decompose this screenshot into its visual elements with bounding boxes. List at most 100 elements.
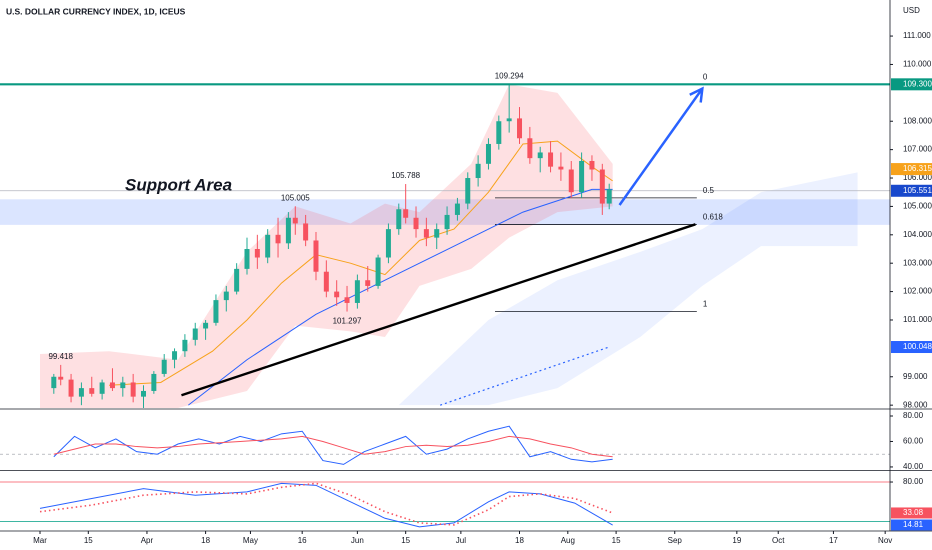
candle-body bbox=[434, 229, 440, 238]
candle-body bbox=[334, 291, 340, 298]
x-tick-label: 18 bbox=[515, 536, 524, 545]
y-tick-label: 110.000 bbox=[903, 60, 932, 69]
candle-body bbox=[244, 249, 250, 269]
peak-label: 101.297 bbox=[333, 317, 362, 326]
candle-body bbox=[203, 322, 209, 329]
candle-body bbox=[254, 249, 260, 258]
candle-body bbox=[558, 166, 564, 170]
candle-body bbox=[568, 169, 574, 193]
currency: USD bbox=[903, 6, 920, 15]
candle-body bbox=[172, 351, 178, 360]
peak-label: 109.294 bbox=[495, 72, 524, 81]
x-tick-label: 15 bbox=[401, 536, 410, 545]
peak-label: 105.788 bbox=[391, 171, 420, 180]
x-tick-label: Jun bbox=[351, 536, 364, 545]
y-tick-label: 111.000 bbox=[903, 31, 931, 40]
candle-body bbox=[354, 280, 360, 303]
moving-average bbox=[188, 188, 613, 406]
candle-body bbox=[120, 382, 126, 389]
x-tick-label: 18 bbox=[201, 536, 210, 545]
y-tick-label: 108.000 bbox=[903, 116, 932, 125]
x-tick-label: May bbox=[243, 536, 258, 545]
y-tick-label: 105.000 bbox=[903, 202, 932, 211]
x-tick-label: Aug bbox=[561, 536, 575, 545]
fib-label: 0.618 bbox=[703, 213, 724, 222]
candle-body bbox=[303, 223, 309, 241]
candle-body bbox=[223, 291, 229, 301]
price-label: 109.300 bbox=[903, 79, 932, 88]
candle-body bbox=[375, 257, 381, 286]
stoch-line bbox=[39, 482, 613, 528]
stoch-tick-label: 80.00 bbox=[903, 477, 924, 486]
stoch-label: 33.08 bbox=[903, 508, 924, 517]
rsi-line bbox=[53, 425, 613, 465]
candle-body bbox=[548, 152, 554, 167]
candle-body bbox=[323, 271, 329, 292]
x-tick-label: 15 bbox=[84, 536, 93, 545]
stoch-label: 14.81 bbox=[903, 520, 924, 529]
candle-body bbox=[58, 376, 64, 380]
fib-label: 0.5 bbox=[703, 186, 715, 195]
candle-body bbox=[192, 328, 198, 340]
rsi-tick-label: 60.00 bbox=[903, 437, 924, 446]
candle-body bbox=[506, 118, 512, 122]
price-label: 106.315 bbox=[903, 164, 932, 173]
moving-average bbox=[108, 140, 613, 386]
arrow bbox=[618, 87, 704, 206]
candle-body bbox=[265, 234, 271, 258]
chart-title: U.S. DOLLAR CURRENCY INDEX, 1D, ICEUS bbox=[6, 6, 186, 16]
price-axis: 98.000 99.000 101.000 102.000 103.000 104.000… bbox=[890, 31, 932, 531]
candle-body bbox=[99, 382, 105, 394]
x-tick-label: 17 bbox=[829, 536, 838, 545]
price-label-box bbox=[891, 184, 932, 197]
price-label: 105.551 bbox=[903, 186, 932, 195]
candle-body bbox=[313, 240, 319, 272]
candle-body bbox=[475, 163, 481, 179]
candle-body bbox=[589, 160, 595, 170]
candle-body bbox=[454, 203, 460, 215]
band bbox=[398, 172, 858, 406]
candle-body bbox=[413, 217, 419, 230]
fib-label: 1 bbox=[703, 300, 708, 309]
x-tick-label: Oct bbox=[772, 536, 785, 545]
candle-body bbox=[496, 121, 502, 144]
y-tick-label: 107.000 bbox=[903, 145, 932, 154]
y-tick-label: 102.000 bbox=[903, 287, 932, 296]
candle-body bbox=[579, 160, 585, 193]
fib-label: 0 bbox=[703, 72, 708, 81]
candle-body bbox=[68, 379, 74, 397]
y-tick-label: 104.000 bbox=[903, 230, 932, 239]
stoch-label-box bbox=[891, 519, 932, 531]
candle-body bbox=[78, 388, 84, 397]
x-tick-label: Apr bbox=[141, 536, 154, 545]
x-tick-label: 16 bbox=[298, 536, 307, 545]
candle-body bbox=[285, 217, 291, 244]
y-tick-label: 103.000 bbox=[903, 258, 932, 267]
candle-body bbox=[89, 388, 95, 394]
rsi-panel bbox=[0, 425, 890, 465]
y-tick-label: 101.000 bbox=[903, 315, 932, 324]
rsi-tick-label: 40.00 bbox=[903, 462, 924, 471]
peak-label: 105.005 bbox=[281, 193, 310, 202]
candle-body bbox=[517, 118, 523, 139]
support-label: Support Area bbox=[125, 175, 232, 194]
candle-body bbox=[423, 229, 429, 238]
candle-body bbox=[606, 189, 612, 204]
x-tick-label: Mar bbox=[33, 536, 47, 545]
candle-body bbox=[527, 138, 533, 159]
stoch-panel bbox=[0, 481, 890, 528]
price-label-box bbox=[891, 341, 932, 354]
candle-body bbox=[344, 297, 350, 303]
rsi-line bbox=[53, 435, 613, 458]
x-tick-label: Sep bbox=[668, 536, 683, 545]
candle-body bbox=[599, 169, 605, 204]
x-tick-label: 19 bbox=[732, 536, 741, 545]
price-label-box bbox=[891, 163, 932, 176]
price-label: 100.048 bbox=[903, 342, 932, 351]
candle-body bbox=[365, 280, 371, 286]
candle-body bbox=[396, 209, 402, 230]
x-tick-label: Nov bbox=[878, 536, 892, 545]
